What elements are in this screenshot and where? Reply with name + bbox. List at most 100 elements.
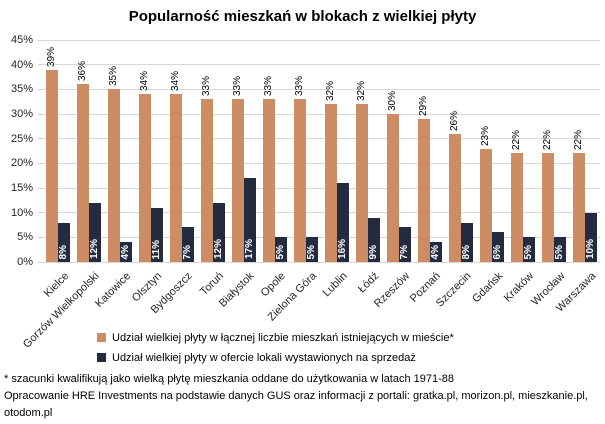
y-axis-label: 5% bbox=[17, 231, 33, 244]
bar-label-existing-share: 36% bbox=[76, 61, 88, 82]
y-axis-label: 10% bbox=[10, 206, 33, 219]
legend-item-existing-share: Udział wielkiej płyty w łącznej liczbie … bbox=[97, 330, 454, 345]
bar-existing-share bbox=[386, 114, 399, 262]
bar-label-existing-share: 33% bbox=[293, 76, 305, 97]
bar-label-for-sale-share: 5% bbox=[274, 244, 286, 259]
bar-label-existing-share: 23% bbox=[479, 125, 491, 146]
gridline bbox=[42, 261, 600, 263]
bar-for-sale-share bbox=[491, 232, 504, 262]
bar-label-for-sale-share: 5% bbox=[305, 244, 317, 259]
plot-area: 39% 8% 36% 12% 35% 4% 34% 11% 34% 7% 33% 12% 33% 17% 3… bbox=[42, 39, 600, 263]
legend: Udział wielkiej płyty w łącznej liczbie … bbox=[97, 330, 454, 370]
bar-label-for-sale-share: 17% bbox=[243, 238, 255, 259]
x-axis-label: Toruń bbox=[198, 270, 226, 298]
bar-for-sale-share bbox=[57, 222, 70, 262]
y-axis-tick bbox=[38, 88, 42, 90]
bar-existing-share bbox=[169, 94, 182, 262]
bar-label-existing-share: 30% bbox=[386, 90, 398, 111]
chart: 0% 5% 10% 15% 20% 25% 30% 35% 40% 45% 39% 8% 36% 12%… bbox=[0, 34, 605, 268]
x-axis-label: Opole bbox=[258, 270, 288, 300]
bar-label-existing-share: 22% bbox=[572, 130, 584, 151]
legend-swatch-for-sale-icon bbox=[97, 353, 106, 362]
bar-existing-share bbox=[45, 69, 58, 262]
bar-existing-share bbox=[231, 99, 244, 262]
legend-label-existing: Udział wielkiej płyty w łącznej liczbie … bbox=[112, 331, 454, 344]
bar-existing-share bbox=[417, 118, 430, 262]
y-axis-tick bbox=[38, 187, 42, 189]
gridline bbox=[42, 113, 600, 115]
bar-for-sale-share bbox=[243, 178, 256, 262]
y-axis-label: 45% bbox=[10, 34, 33, 46]
bar-label-for-sale-share: 12% bbox=[88, 238, 100, 259]
gridline bbox=[42, 138, 600, 140]
y-axis-tick bbox=[38, 113, 42, 115]
bar-label-for-sale-share: 10% bbox=[584, 238, 596, 259]
bar-existing-share bbox=[107, 89, 120, 262]
bar-label-existing-share: 34% bbox=[169, 71, 181, 92]
gridline bbox=[42, 187, 600, 189]
x-axis-label: Lublin bbox=[320, 270, 350, 300]
bar-label-for-sale-share: 6% bbox=[491, 244, 503, 259]
bar-existing-share bbox=[572, 153, 585, 262]
bar-for-sale-share bbox=[584, 212, 597, 262]
bar-label-for-sale-share: 7% bbox=[398, 244, 410, 259]
y-axis-tick bbox=[38, 162, 42, 164]
y-axis-label: 25% bbox=[10, 132, 33, 145]
bar-for-sale-share bbox=[367, 217, 380, 262]
bar-label-existing-share: 33% bbox=[200, 76, 212, 97]
y-axis-label: 15% bbox=[10, 182, 33, 194]
y-axis: 0% 5% 10% 15% 20% 25% 30% 35% 40% 45% bbox=[0, 34, 42, 268]
gridline bbox=[42, 236, 600, 238]
bar-label-for-sale-share: 7% bbox=[181, 244, 193, 259]
bar-for-sale-share bbox=[150, 207, 163, 262]
legend-item-for-sale-share: Udział wielkiej płyty w ofercie lokali w… bbox=[97, 350, 454, 365]
y-axis-label: 20% bbox=[10, 157, 33, 170]
bar-existing-share bbox=[293, 99, 306, 262]
bar-for-sale-share bbox=[429, 242, 442, 262]
bar-label-existing-share: 35% bbox=[107, 66, 119, 87]
bar-label-for-sale-share: 16% bbox=[336, 238, 348, 259]
footnote-source: Opracowanie HRE Investments na podstawie… bbox=[4, 390, 588, 419]
bar-for-sale-share bbox=[212, 202, 225, 262]
bar-label-existing-share: 32% bbox=[355, 81, 367, 102]
footnote-estimate: * szacunki kwalifikują jako wielką płytę… bbox=[4, 373, 455, 385]
bar-for-sale-share bbox=[398, 227, 411, 262]
bar-existing-share bbox=[355, 104, 368, 262]
bar-for-sale-share bbox=[553, 237, 566, 262]
bar-label-for-sale-share: 5% bbox=[522, 244, 534, 259]
bar-for-sale-share bbox=[181, 227, 194, 262]
bar-for-sale-share bbox=[305, 237, 318, 262]
bar-label-for-sale-share: 4% bbox=[429, 244, 441, 259]
bar-label-existing-share: 39% bbox=[45, 46, 57, 67]
bar-label-for-sale-share: 5% bbox=[553, 244, 565, 259]
x-axis-label: Gdańsk bbox=[469, 270, 505, 306]
bar-label-existing-share: 33% bbox=[262, 76, 274, 97]
bar-existing-share bbox=[200, 99, 213, 262]
chart-title: Popularność mieszkań w blokach z wielkie… bbox=[128, 8, 477, 25]
bar-existing-share bbox=[479, 148, 492, 262]
y-axis-tick bbox=[38, 261, 42, 263]
bar-existing-share bbox=[262, 99, 275, 262]
x-axis: Kielce Gorzów Wielkopolski Katowice Olsztyn… bbox=[0, 264, 605, 351]
y-axis-tick bbox=[38, 64, 42, 66]
gridline bbox=[42, 88, 600, 90]
bar-for-sale-share bbox=[336, 183, 349, 262]
bar-label-existing-share: 34% bbox=[138, 71, 150, 92]
bar-label-for-sale-share: 11% bbox=[150, 239, 162, 259]
gridline bbox=[42, 64, 600, 66]
bar-existing-share bbox=[138, 94, 151, 262]
bar-existing-share bbox=[510, 153, 523, 262]
bar-for-sale-share bbox=[460, 222, 473, 262]
y-axis-tick bbox=[38, 212, 42, 214]
gridline bbox=[42, 39, 600, 41]
bar-label-existing-share: 33% bbox=[231, 76, 243, 97]
y-axis-tick bbox=[38, 236, 42, 238]
bar-label-for-sale-share: 12% bbox=[212, 238, 224, 259]
bar-label-for-sale-share: 4% bbox=[119, 244, 131, 259]
y-axis-label: 30% bbox=[10, 108, 33, 120]
gridline bbox=[42, 162, 600, 164]
y-axis-tick bbox=[38, 39, 42, 41]
bar-label-for-sale-share: 8% bbox=[57, 244, 69, 259]
bar-label-existing-share: 22% bbox=[541, 130, 553, 151]
y-axis-tick bbox=[38, 138, 42, 140]
